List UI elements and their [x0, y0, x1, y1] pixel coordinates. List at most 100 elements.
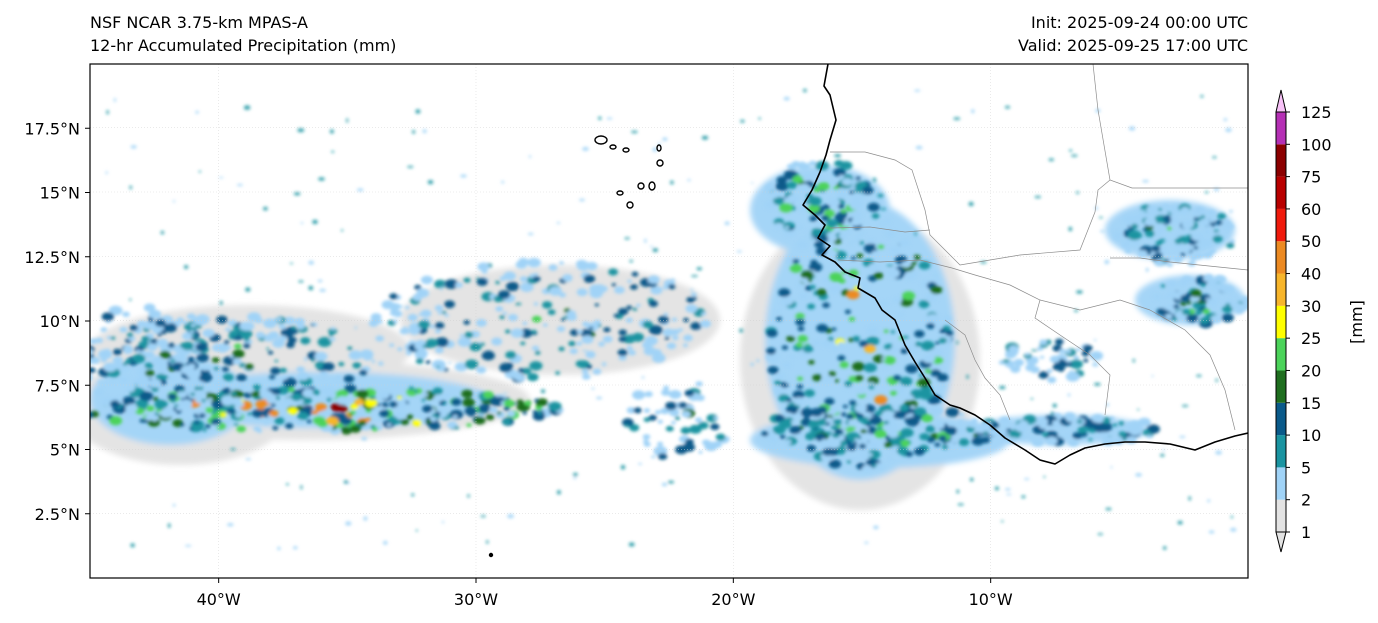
precip-cell	[1091, 413, 1105, 423]
precip-cell	[296, 366, 305, 373]
precip-cell	[863, 404, 876, 413]
precip-cell	[632, 390, 646, 400]
precip-cell	[936, 373, 949, 382]
precip-cell	[195, 110, 199, 114]
precip-cell	[839, 361, 849, 369]
precip-cell	[1008, 345, 1019, 354]
precip-cell	[531, 329, 537, 334]
precip-cell	[247, 312, 261, 322]
precip-cell	[172, 503, 176, 507]
precip-cell	[236, 425, 246, 433]
island-outline	[648, 181, 656, 191]
precip-cell	[810, 259, 818, 265]
precip-cell	[661, 389, 671, 396]
precip-cell	[779, 421, 786, 427]
precip-cell	[230, 397, 243, 406]
precip-cell	[422, 405, 433, 413]
precip-cell	[318, 177, 325, 181]
precip-cell	[181, 399, 192, 407]
precip-cell	[345, 521, 352, 526]
precip-cell	[915, 341, 922, 347]
precip-cell	[404, 305, 410, 310]
precip-cell	[146, 405, 155, 412]
precip-cell	[787, 163, 796, 170]
precip-cell	[631, 130, 638, 134]
precip-cell	[1158, 238, 1166, 243]
colorbar-segment	[1276, 370, 1286, 403]
precip-cell	[522, 411, 527, 415]
precip-cell	[482, 391, 494, 399]
precip-cell	[1124, 248, 1132, 254]
precip-cell	[1180, 252, 1186, 257]
precip-cell	[321, 409, 330, 416]
precip-cell	[215, 388, 219, 392]
precip-cell	[772, 194, 778, 199]
precip-field-convective	[90, 88, 1248, 551]
precip-cell	[184, 544, 192, 547]
precip-cell	[798, 162, 811, 172]
precip-cell	[464, 331, 474, 339]
precip-cell	[1187, 260, 1196, 267]
precip-cell	[199, 413, 206, 418]
precip-cell	[592, 368, 602, 375]
precip-cell	[825, 417, 833, 423]
precip-cell	[828, 459, 842, 469]
precip-cell	[880, 357, 886, 362]
precip-cell	[702, 439, 711, 446]
precip-cell	[247, 412, 252, 416]
precip-cell	[572, 472, 578, 477]
precip-cell	[821, 375, 833, 384]
precip-cell	[505, 351, 517, 359]
precip-cell	[851, 218, 862, 227]
precip-cell	[503, 399, 515, 408]
precip-cell	[422, 344, 428, 348]
precip-cell	[934, 421, 945, 429]
island-outline	[622, 147, 630, 153]
precip-cell	[377, 361, 384, 366]
precip-cell	[642, 320, 654, 329]
precip-cell	[585, 350, 596, 359]
precip-cell	[575, 360, 586, 368]
precip-cell	[361, 436, 368, 441]
precip-cell	[846, 443, 857, 451]
precip-cell	[681, 410, 691, 418]
precip-cell	[475, 319, 487, 327]
precip-cell	[805, 406, 809, 408]
precip-cell	[388, 416, 398, 424]
precip-cell	[1135, 473, 1142, 477]
precip-cell	[167, 342, 175, 348]
precip-cell	[412, 293, 423, 302]
precip-cell	[568, 340, 576, 347]
precip-cell	[271, 388, 282, 395]
precip-cell	[469, 342, 482, 352]
precip-cell	[1153, 223, 1168, 233]
precip-cell	[454, 426, 460, 430]
precip-cell	[94, 389, 104, 396]
precip-cell	[618, 308, 629, 316]
precip-cell	[1112, 231, 1124, 240]
precip-cell	[389, 343, 395, 348]
precip-cell	[195, 342, 208, 352]
precip-cell	[1075, 347, 1081, 352]
precip-cell	[205, 424, 211, 429]
precip-cell	[613, 313, 619, 318]
precip-cell	[994, 486, 1000, 491]
precip-cell	[308, 285, 314, 291]
precip-cell	[477, 262, 490, 272]
precip-cell	[921, 414, 933, 423]
precip-cell	[145, 414, 154, 421]
precip-cell	[1208, 530, 1215, 534]
precip-cell	[293, 330, 298, 334]
precip-cell	[864, 344, 876, 353]
precip-cell	[291, 393, 302, 401]
precip-cell	[1074, 309, 1079, 312]
precip-cell	[435, 337, 449, 348]
precip-cell	[295, 405, 304, 411]
precip-cell	[1036, 417, 1049, 426]
precip-cell	[797, 204, 809, 212]
precip-cell	[454, 362, 468, 372]
precip-cell	[849, 210, 863, 220]
precip-cell	[293, 546, 298, 550]
precip-cell	[1019, 420, 1029, 427]
precip-cell	[136, 320, 147, 328]
